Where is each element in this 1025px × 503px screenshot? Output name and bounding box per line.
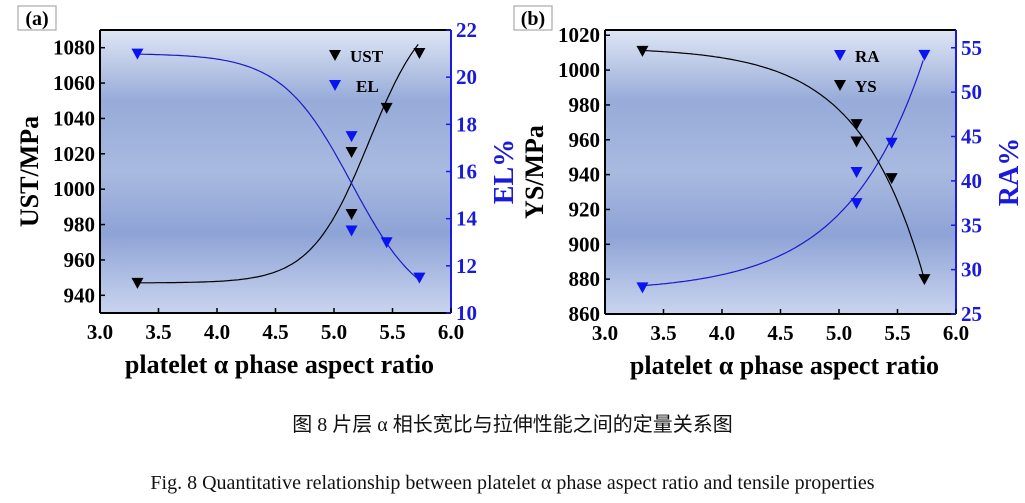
panel-label-box (513, 5, 553, 31)
fit-curve-el (137, 53, 419, 280)
x-tick-label: 4.0 (709, 321, 735, 345)
panel-label: (a) (25, 8, 48, 30)
data-point-ust (413, 47, 426, 59)
x-tick-label: 3.0 (87, 320, 113, 344)
x-tick-label: 5.5 (884, 321, 910, 345)
y-right-tick-label: 55 (961, 36, 982, 60)
data-point-el (380, 237, 393, 249)
data-point-ys (850, 119, 863, 131)
y-tick-label: 960 (569, 128, 601, 152)
x-tick-label: 5.0 (826, 321, 852, 345)
data-point-el (413, 272, 426, 284)
y-right-tick-label: 20 (456, 65, 477, 89)
x-tick-label: 5.5 (379, 320, 405, 344)
y-right-tick-label: 14 (456, 207, 478, 231)
legend-label-ust: UST (350, 47, 384, 66)
legend-marker-ys (834, 80, 846, 91)
fit-curve-ra (642, 60, 924, 287)
data-point-ra (885, 137, 898, 149)
data-point-ust (345, 147, 358, 159)
legend-marker-ust (329, 50, 341, 61)
x-tick-label: 4.5 (767, 321, 793, 345)
legend-label-ra: RA (855, 47, 880, 66)
y-tick-label: 980 (569, 93, 601, 117)
data-point-ust (345, 208, 358, 220)
y-axis-title: UST/MPa (15, 116, 44, 227)
data-point-ra (918, 49, 931, 61)
y-tick-label: 1020 (53, 142, 95, 166)
data-point-ra (636, 282, 649, 294)
y-right-tick-label: 35 (961, 213, 982, 237)
y-tick-label: 960 (64, 248, 96, 272)
x-axis-title: platelet α phase aspect ratio (125, 350, 434, 379)
x-tick-label: 4.0 (204, 320, 230, 344)
data-point-ra (850, 198, 863, 210)
fit-curve-ys (642, 49, 924, 276)
plot-background (100, 30, 451, 313)
y-right-tick-label: 12 (456, 254, 477, 278)
legend-label-ys: YS (855, 77, 877, 96)
y-tick-label: 940 (64, 283, 96, 307)
y-tick-label: 880 (569, 267, 601, 291)
data-point-ra (850, 167, 863, 178)
y-tick-label: 900 (569, 232, 601, 256)
fit-curve-ust (137, 44, 419, 284)
y-tick-label: 1040 (53, 106, 95, 130)
panel-label: (b) (521, 8, 545, 30)
y-tick-label: 920 (569, 197, 601, 221)
data-point-el (131, 48, 144, 60)
y-right-tick-label: 22 (456, 18, 477, 42)
data-point-el (345, 131, 358, 143)
data-point-ys (636, 45, 649, 57)
y-right-axis-title: RA% (994, 138, 1025, 206)
y-right-tick-label: 18 (456, 112, 477, 136)
chart-panel-a: (a)3.0 3.5 4.0 4.5 5.0 5.5 6.09409609801000102… (15, 5, 520, 379)
y-right-tick-label: 10 (456, 301, 477, 325)
caption-english: Fig. 8 Quantitative relationship between… (150, 472, 875, 494)
y-tick-label: 980 (64, 213, 96, 237)
y-right-tick-label: 50 (961, 80, 982, 104)
x-tick-label: 3.5 (145, 320, 171, 344)
data-point-ust (131, 277, 144, 289)
x-tick-label: 3.0 (592, 321, 618, 345)
y-right-axis-title: EL% (489, 139, 520, 204)
x-tick-label: 3.5 (650, 321, 676, 345)
plot-background (605, 30, 956, 314)
y-tick-label: 860 (569, 302, 601, 326)
x-tick-label: 5.0 (321, 320, 347, 344)
chart-panel-b: (b) 3.0 3.5 4.0 4.5 5.0 5.5 6.0 860 880 900 920 940 9… (513, 5, 1025, 380)
y-right-tick-label: 45 (961, 125, 982, 149)
x-tick-label: 6.0 (943, 321, 969, 345)
data-point-ys (850, 136, 863, 148)
legend-marker-ra (834, 50, 846, 61)
legend-label-el: EL (356, 77, 379, 96)
y-tick-label: 1000 (558, 58, 600, 82)
panel-label-box (17, 5, 57, 31)
y-tick-label: 1080 (53, 36, 95, 60)
data-point-el (345, 225, 358, 237)
y-right-tick-label: 16 (456, 160, 477, 184)
x-tick-label: 6.0 (438, 320, 464, 344)
y-tick-label: 1000 (53, 177, 95, 201)
caption-chinese: 图 8 片层 α 相长宽比与拉伸性能之间的定量关系图 (292, 414, 733, 436)
y-right-tick-label: 25 (961, 302, 982, 326)
data-point-ys (885, 173, 898, 185)
x-axis-title: platelet α phase aspect ratio (630, 351, 939, 380)
y-tick-label: 1060 (53, 71, 95, 95)
y-tick-label: 1020 (558, 23, 600, 47)
data-point-ust (380, 102, 393, 114)
y-axis-title: YS/MPa (520, 125, 549, 219)
legend-marker-el (329, 80, 341, 91)
y-right-tick-label: 30 (961, 258, 982, 282)
data-point-ys (918, 274, 931, 286)
x-tick-label: 4.5 (262, 320, 288, 344)
figure: (a)3.0 3.5 4.0 4.5 5.0 5.5 6.09409609801000102… (15, 5, 1025, 380)
y-tick-label: 940 (569, 163, 601, 187)
y-right-tick-label: 40 (961, 169, 982, 193)
